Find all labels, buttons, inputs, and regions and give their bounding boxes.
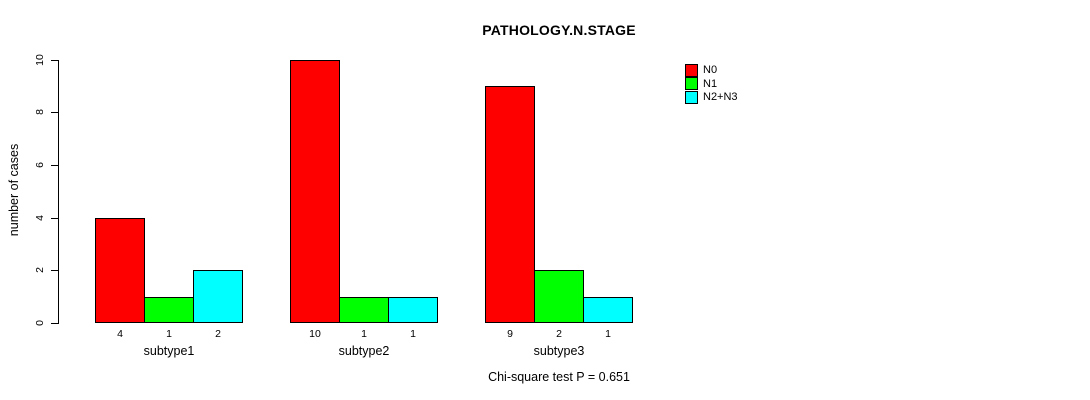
bar: [95, 217, 145, 323]
bar-value-label: 2: [215, 328, 221, 340]
legend-item: N0: [685, 63, 738, 77]
y-tick-label: 2: [34, 267, 46, 274]
y-tick: [51, 323, 58, 324]
y-tick-label: 0: [34, 320, 46, 326]
y-tick: [51, 217, 58, 219]
bar-value-label: 2: [556, 328, 562, 340]
legend-item: N2+N3: [685, 90, 738, 104]
bar-value-label: 1: [410, 328, 416, 340]
chart-title: PATHOLOGY.N.STAGE: [482, 22, 636, 38]
y-tick-label: 4: [34, 214, 46, 221]
bar: [144, 296, 194, 323]
category-label: subtype3: [533, 344, 585, 358]
y-tick: [51, 164, 58, 166]
legend-label: N0: [703, 64, 718, 76]
legend-label: N2+N3: [703, 91, 738, 103]
legend-item: N1: [685, 77, 738, 90]
bar-value-label: 1: [605, 328, 611, 340]
bar: [388, 296, 438, 323]
legend: N0 N1 N2+N3: [685, 63, 738, 105]
y-tick-label: 10: [34, 53, 46, 66]
y-axis-line: [58, 59, 59, 324]
category-label: subtype1: [143, 344, 195, 358]
legend-label: N1: [703, 77, 718, 90]
y-tick: [51, 270, 58, 272]
legend-swatch-n0: [685, 63, 698, 77]
chi-square-annotation: Chi-square test P = 0.651: [488, 370, 630, 384]
bar: [339, 296, 389, 323]
bar: [193, 270, 243, 323]
y-tick: [51, 59, 58, 61]
bar-value-label: 1: [166, 328, 172, 340]
bar-value-label: 10: [309, 328, 321, 340]
y-tick: [51, 112, 58, 114]
bar-value-label: 9: [507, 328, 513, 340]
legend-swatch-n1: [685, 77, 698, 90]
legend-swatch-n2+n3: [685, 90, 698, 104]
category-label: subtype2: [338, 344, 390, 358]
y-tick-label: 6: [34, 161, 46, 168]
y-tick-label: 8: [34, 109, 46, 116]
bar: [583, 296, 633, 323]
bar-value-label: 1: [361, 328, 367, 340]
bar: [485, 85, 535, 323]
bar: [290, 59, 340, 323]
bar: [534, 270, 584, 323]
bar-value-label: 4: [117, 328, 123, 340]
